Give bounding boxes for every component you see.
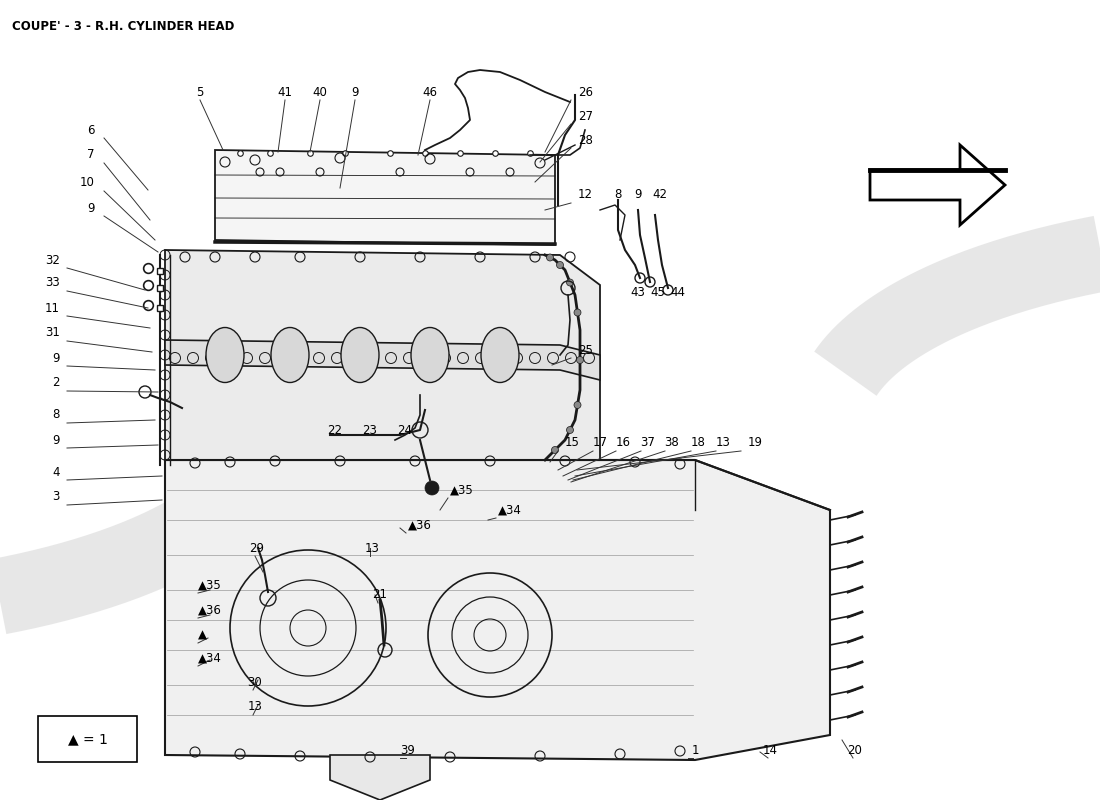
Circle shape xyxy=(425,481,439,495)
Text: 41: 41 xyxy=(277,86,293,98)
Circle shape xyxy=(566,279,573,286)
Text: ▲: ▲ xyxy=(198,629,207,642)
Text: 2: 2 xyxy=(53,377,60,390)
Text: COUPE' - 3 - R.H. CYLINDER HEAD: COUPE' - 3 - R.H. CYLINDER HEAD xyxy=(12,20,234,33)
Text: 39: 39 xyxy=(400,743,416,757)
Text: ▲34: ▲34 xyxy=(198,651,222,665)
Text: ▲36: ▲36 xyxy=(198,603,222,617)
Text: eurospares: eurospares xyxy=(518,529,782,571)
Ellipse shape xyxy=(271,327,309,382)
Text: eurospares: eurospares xyxy=(223,249,486,291)
Text: 5: 5 xyxy=(196,86,204,98)
Ellipse shape xyxy=(206,327,244,382)
Polygon shape xyxy=(165,340,600,380)
Text: 23: 23 xyxy=(363,423,377,437)
Text: 26: 26 xyxy=(578,86,593,98)
Text: 15: 15 xyxy=(565,437,580,450)
Text: 6: 6 xyxy=(88,123,95,137)
Text: 37: 37 xyxy=(640,437,656,450)
Text: 9: 9 xyxy=(88,202,95,214)
Circle shape xyxy=(576,357,583,363)
Circle shape xyxy=(557,262,563,269)
Ellipse shape xyxy=(481,327,519,382)
Text: 8: 8 xyxy=(614,189,622,202)
Text: 9: 9 xyxy=(53,434,60,446)
Circle shape xyxy=(574,309,581,316)
Text: ▲34: ▲34 xyxy=(498,503,521,517)
Polygon shape xyxy=(330,755,430,800)
Text: 33: 33 xyxy=(45,277,60,290)
Text: ▲ = 1: ▲ = 1 xyxy=(68,732,108,746)
Text: 10: 10 xyxy=(80,177,95,190)
Text: 16: 16 xyxy=(616,437,630,450)
Text: ▲35: ▲35 xyxy=(198,578,222,591)
Text: 42: 42 xyxy=(652,189,668,202)
Text: 8: 8 xyxy=(53,409,60,422)
Text: 46: 46 xyxy=(422,86,438,98)
Text: 20: 20 xyxy=(848,743,862,757)
Ellipse shape xyxy=(341,327,380,382)
Text: 12: 12 xyxy=(578,189,593,202)
Text: 13: 13 xyxy=(716,437,730,450)
Circle shape xyxy=(574,402,581,409)
Text: 4: 4 xyxy=(53,466,60,478)
Text: 40: 40 xyxy=(312,86,328,98)
Text: 45: 45 xyxy=(650,286,666,299)
Polygon shape xyxy=(214,150,556,245)
Text: 1: 1 xyxy=(691,743,698,757)
Text: 7: 7 xyxy=(88,149,95,162)
Text: 32: 32 xyxy=(45,254,60,266)
Circle shape xyxy=(566,426,573,434)
Text: ▲35: ▲35 xyxy=(450,483,474,497)
Text: 13: 13 xyxy=(364,542,380,554)
Text: 9: 9 xyxy=(53,351,60,365)
Polygon shape xyxy=(165,460,830,760)
Text: 25: 25 xyxy=(578,343,593,357)
Text: 28: 28 xyxy=(578,134,593,146)
Circle shape xyxy=(551,446,559,454)
Text: ▲36: ▲36 xyxy=(408,518,432,531)
Text: 44: 44 xyxy=(671,286,685,299)
Text: 19: 19 xyxy=(748,437,763,450)
Text: 22: 22 xyxy=(328,423,342,437)
Text: 21: 21 xyxy=(373,589,387,602)
Text: 18: 18 xyxy=(691,437,705,450)
Text: 11: 11 xyxy=(45,302,60,314)
Text: 29: 29 xyxy=(250,542,264,554)
Polygon shape xyxy=(165,250,600,460)
Circle shape xyxy=(547,254,553,261)
Text: 24: 24 xyxy=(397,423,412,437)
Text: 27: 27 xyxy=(578,110,593,122)
Text: 13: 13 xyxy=(248,701,263,714)
Text: 17: 17 xyxy=(593,437,607,450)
Text: 30: 30 xyxy=(248,675,263,689)
Text: 9: 9 xyxy=(635,189,641,202)
Text: 14: 14 xyxy=(762,743,778,757)
Ellipse shape xyxy=(411,327,449,382)
Text: 38: 38 xyxy=(664,437,680,450)
Text: 43: 43 xyxy=(630,286,646,299)
Text: 9: 9 xyxy=(351,86,359,98)
Text: 3: 3 xyxy=(53,490,60,503)
Text: 31: 31 xyxy=(45,326,60,339)
